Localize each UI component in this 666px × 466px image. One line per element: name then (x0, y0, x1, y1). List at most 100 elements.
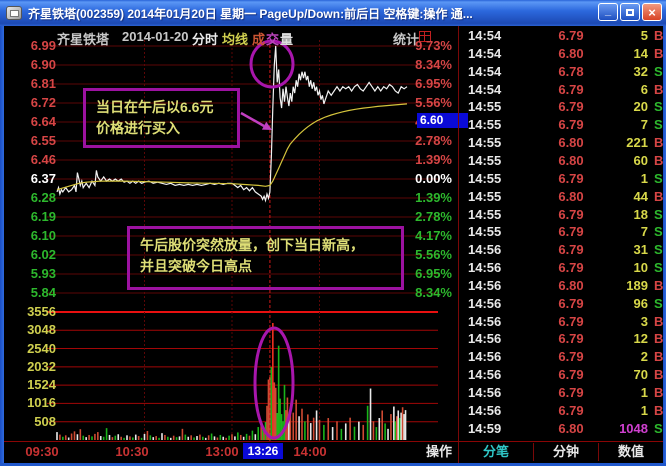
volume-bar (298, 416, 300, 440)
price-axis-label: 6.55 (30, 133, 56, 148)
volume-bar (315, 410, 318, 440)
legend-volume-1[interactable]: 成 (252, 32, 266, 47)
price-axis-label: 6.10 (30, 228, 56, 243)
legend-ma[interactable]: 均线 (222, 32, 249, 47)
tab-caozuo[interactable]: 操作 (425, 444, 452, 459)
tick-row[interactable]: 14:56 6.79 10 S (458, 260, 663, 278)
tick-row[interactable]: 14:55 6.80 44 B (458, 189, 663, 207)
tick-volume: 1 (640, 170, 648, 186)
stats-grid-icon[interactable] (419, 31, 431, 42)
tick-price: 6.79 (558, 81, 584, 97)
volume-bar (161, 433, 163, 440)
tab-fenbi[interactable]: 分笔 (458, 443, 533, 461)
tab-shuzhi[interactable]: 数值 (598, 443, 663, 461)
volume-bar (129, 436, 131, 440)
volume-bar (210, 433, 213, 440)
maximize-button[interactable] (620, 3, 640, 21)
tick-row[interactable]: 14:56 6.79 31 S (458, 242, 663, 260)
tick-row[interactable]: 14:54 6.78 32 S (458, 64, 663, 82)
tick-row[interactable]: 14:55 6.79 7 S (458, 117, 663, 135)
maximize-icon (626, 8, 634, 16)
volume-bar (76, 434, 79, 440)
tick-row[interactable]: 14:56 6.79 3 B (458, 314, 663, 332)
price-axis-label: 6.19 (30, 209, 56, 224)
minimize-button[interactable]: _ (598, 3, 618, 21)
tick-row[interactable]: 14:54 6.79 6 B (458, 82, 663, 100)
volume-bar (184, 434, 187, 440)
annotation-volume-note: 午后股价突然放量，创下当日新高， 并且突破今日高点 (127, 226, 404, 290)
chart-period-label[interactable]: 分时 (192, 32, 219, 47)
tick-side: B (654, 402, 664, 418)
tick-row[interactable]: 14:55 6.79 20 S (458, 99, 663, 117)
volume-bar (149, 435, 152, 440)
tick-volume: 44 (633, 188, 648, 204)
tick-row[interactable]: 14:56 6.79 70 B (458, 367, 663, 385)
volume-bar (94, 433, 96, 440)
tick-volume: 96 (633, 295, 648, 311)
tick-row[interactable]: 14:55 6.79 18 S (458, 207, 663, 225)
tick-row[interactable]: 14:59 6.80 1048 S (458, 421, 663, 439)
tick-row[interactable]: 14:55 6.79 1 S (458, 171, 663, 189)
volume-bar (279, 398, 281, 440)
volume-bar (340, 428, 343, 440)
window-border-left (0, 26, 4, 466)
annotation-arrow (240, 111, 265, 128)
title-bar[interactable]: 齐星铁塔(002359) 2014年01月20日 星期一 PageUp/Down… (0, 0, 666, 26)
volume-bar (181, 428, 184, 440)
volume-bar (155, 436, 157, 440)
tick-side: B (654, 152, 664, 168)
tick-volume: 1048 (619, 420, 648, 436)
volume-bar (270, 366, 273, 440)
volume-bar (272, 323, 274, 440)
volume-bar (372, 421, 375, 440)
tick-side: S (654, 63, 663, 79)
tick-row[interactable]: 14:56 6.80 189 B (458, 278, 663, 296)
tick-price: 6.79 (558, 170, 584, 186)
percent-axis-label: 6.95% (415, 266, 452, 281)
legend-volume-3[interactable]: 量 (280, 32, 294, 47)
stats-label[interactable]: 统计 (393, 32, 420, 47)
volume-bar (111, 437, 114, 440)
tick-row[interactable]: 14:54 6.79 5 B (458, 28, 663, 46)
close-button[interactable]: × (642, 3, 662, 21)
tick-row[interactable]: 14:55 6.80 60 B (458, 153, 663, 171)
tick-volume: 3 (640, 313, 648, 329)
tick-row[interactable]: 14:56 6.79 12 B (458, 331, 663, 349)
price-axis-label: 6.37 (30, 171, 56, 186)
percent-axis-label: 5.56% (415, 95, 452, 110)
volume-bar (353, 426, 356, 440)
volume-bar (158, 437, 160, 440)
volume-bar (146, 431, 149, 440)
tick-row[interactable]: 14:56 6.79 1 B (458, 385, 663, 403)
tick-row[interactable]: 14:54 6.80 14 B (458, 46, 663, 64)
time-tick-1300: 13:00 (205, 444, 239, 459)
cursor-time-badge: 13:26 (243, 443, 283, 459)
tick-volume: 14 (633, 45, 648, 61)
volume-bar (397, 410, 400, 440)
tick-volume: 1 (640, 402, 648, 418)
tick-side: B (654, 28, 664, 43)
volume-bar (277, 345, 280, 440)
volume-bar (336, 421, 338, 440)
tick-volume: 189 (626, 277, 648, 293)
tick-price: 6.79 (558, 313, 584, 329)
tick-row[interactable]: 14:56 6.79 2 B (458, 349, 663, 367)
volume-bar (318, 419, 321, 440)
tab-fenzhong[interactable]: 分钟 (533, 443, 598, 461)
volume-bar (384, 423, 386, 440)
tick-row[interactable]: 14:56 6.79 96 S (458, 296, 663, 314)
time-tick-1400: 14:00 (293, 444, 327, 459)
tick-time: 14:54 (468, 28, 502, 43)
tick-row[interactable]: 14:55 6.80 221 B (458, 135, 663, 153)
tick-time: 14:59 (468, 420, 502, 436)
volume-bar (375, 427, 378, 440)
volume-bar (381, 410, 384, 440)
tick-price: 6.79 (558, 402, 584, 418)
legend-volume-2[interactable]: 交 (266, 32, 280, 47)
volume-bar (123, 437, 125, 440)
price-axis-label: 6.81 (30, 76, 56, 91)
volume-bar (196, 436, 198, 440)
tick-row[interactable]: 14:55 6.79 7 S (458, 224, 663, 242)
tick-row[interactable]: 14:56 6.79 1 B (458, 403, 663, 421)
